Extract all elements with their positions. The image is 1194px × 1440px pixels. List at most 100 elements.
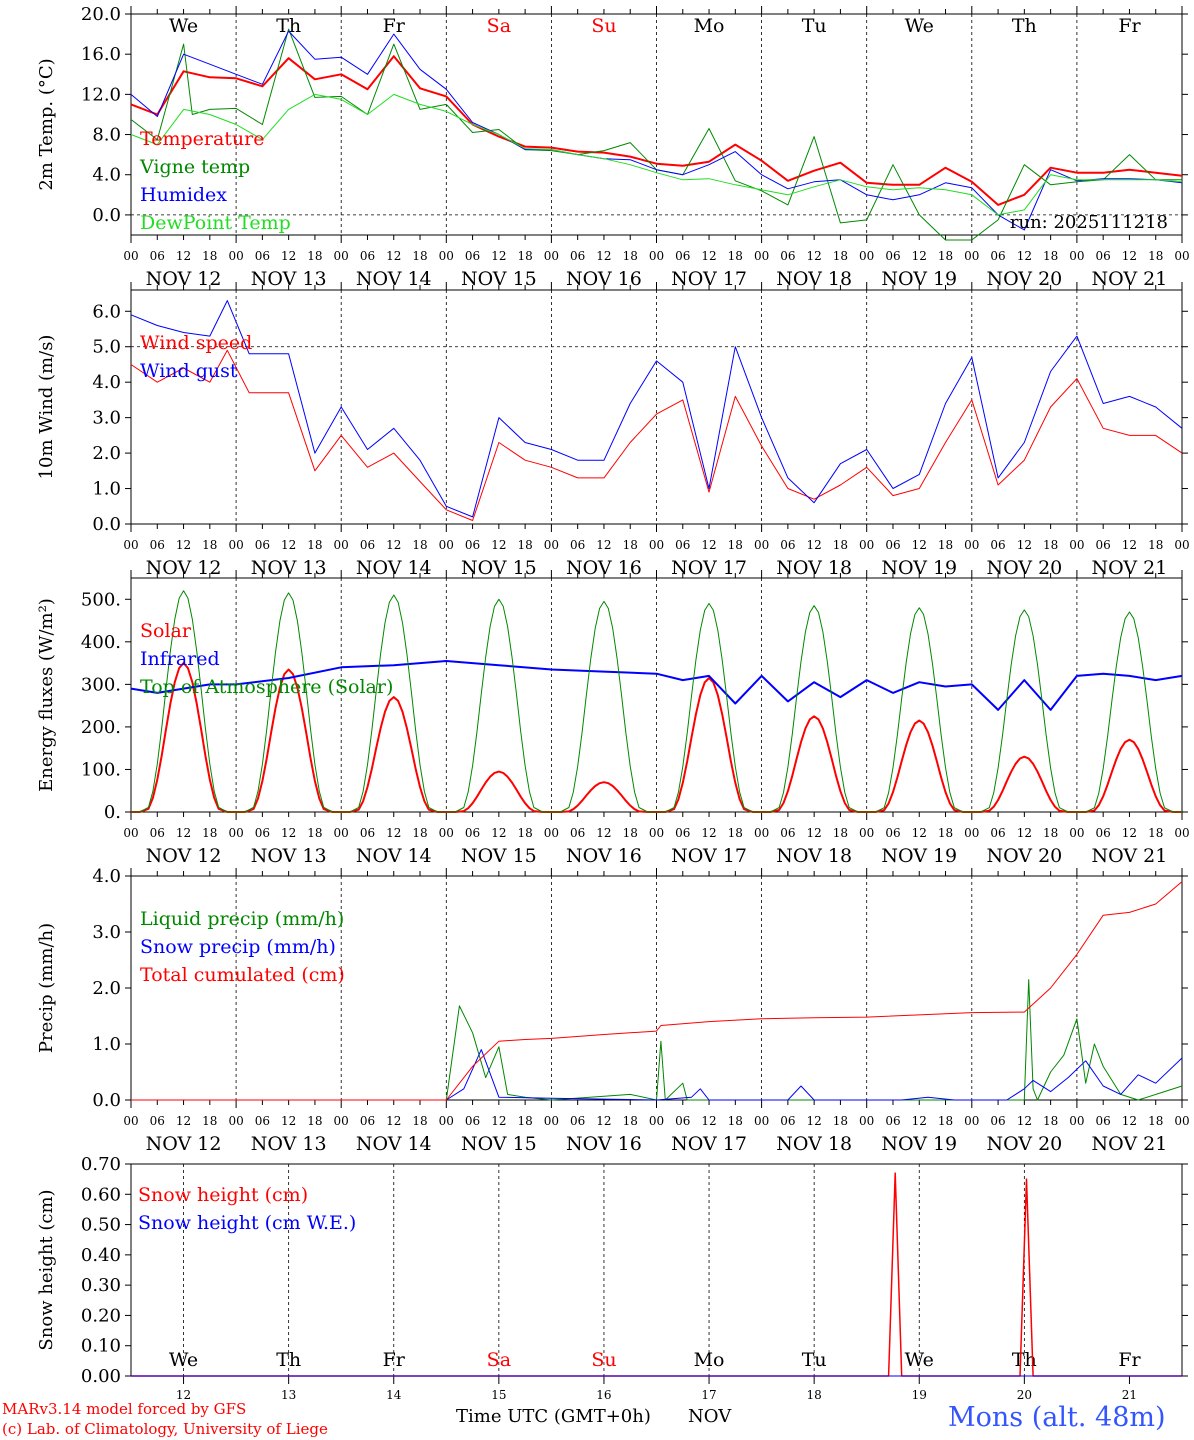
legend-liquid-precip-mm-h-: Liquid precip (mm/h) xyxy=(140,908,344,930)
y-tick-label: 400. xyxy=(81,632,121,653)
x-date-label: NOV 20 xyxy=(986,557,1062,579)
x-date-label: NOV 17 xyxy=(671,1133,747,1155)
x-hour-label: 00 xyxy=(228,538,243,552)
x-hour-label: 18 xyxy=(517,249,532,263)
x-hour-label: 12 xyxy=(281,1114,296,1128)
x-hour-label: 00 xyxy=(649,249,664,263)
x-date-label: NOV 18 xyxy=(776,268,852,290)
x-hour-label: 12 xyxy=(1017,249,1032,263)
x-hour-label: 06 xyxy=(675,826,690,840)
y-axis-label: Precip (mm/h) xyxy=(36,923,57,1053)
legend-dewpoint-temp: DewPoint Temp xyxy=(140,212,291,234)
x-hour-label: 12 xyxy=(807,1114,822,1128)
x-hour-label: 00 xyxy=(754,1114,769,1128)
y-tick-label: 8.0 xyxy=(92,125,121,146)
x-hour-label: 06 xyxy=(1096,1114,1111,1128)
x-date-label: NOV 20 xyxy=(986,845,1062,867)
x-date-label: NOV 20 xyxy=(986,1133,1062,1155)
x-hour-label: 06 xyxy=(570,826,585,840)
y-tick-label: 0.60 xyxy=(81,1184,121,1205)
x-hour-label: 06 xyxy=(150,826,165,840)
x-date-label: NOV 13 xyxy=(251,268,327,290)
weekday-label: Th xyxy=(276,1349,301,1371)
x-hour-label: 12 xyxy=(386,538,401,552)
weekday-label: Fr xyxy=(383,15,406,37)
legend-solar: Solar xyxy=(140,620,192,642)
x-hour-label: 12 xyxy=(912,826,927,840)
panel-wind: 0.0 1.0 2.0 3.0 4.0 5.0 6.0 10m Wind (m/s) 00 06 1… xyxy=(36,282,1190,579)
x-hour-label: 18 xyxy=(202,538,217,552)
x-hour-label: 06 xyxy=(360,1114,375,1128)
credit-line-2: (c) Lab. of Climatology, University of L… xyxy=(2,1420,328,1438)
x-date-label: NOV 19 xyxy=(881,557,957,579)
y-axis-label: 2m Temp. (°C) xyxy=(36,58,57,190)
x-hour-label: 00 xyxy=(649,1114,664,1128)
x-hour-label: 00 xyxy=(754,826,769,840)
x-hour-label: 00 xyxy=(1174,1114,1189,1128)
series-humidex xyxy=(130,30,1183,231)
y-tick-label: 0.0 xyxy=(92,1090,121,1111)
x-hour-label: 18 xyxy=(623,249,638,263)
x-hour-label: 18 xyxy=(1043,826,1058,840)
x-hour-label: 00 xyxy=(544,826,559,840)
x-hour-label: 06 xyxy=(780,538,795,552)
x-date-label: NOV 14 xyxy=(356,845,432,867)
x-day-number: 18 xyxy=(807,1388,822,1402)
x-hour-label: 12 xyxy=(912,249,927,263)
legend-infrared: Infrared xyxy=(140,648,220,670)
x-hour-label: 18 xyxy=(1148,538,1163,552)
weekday-label: Su xyxy=(591,1349,616,1371)
x-hour-label: 06 xyxy=(780,826,795,840)
y-axis-label: 10m Wind (m/s) xyxy=(36,335,57,480)
x-hour-label: 18 xyxy=(1148,826,1163,840)
x-hour-label: 12 xyxy=(1122,826,1137,840)
x-hour-label: 18 xyxy=(1043,249,1058,263)
x-hour-label: 06 xyxy=(465,1114,480,1128)
x-hour-label: 12 xyxy=(701,826,716,840)
x-hour-label: 00 xyxy=(123,826,138,840)
x-hour-label: 00 xyxy=(1174,538,1189,552)
weekday-label: We xyxy=(169,15,198,37)
x-day-number: 12 xyxy=(176,1388,191,1402)
x-hour-label: 18 xyxy=(833,826,848,840)
x-day-number: 15 xyxy=(491,1388,506,1402)
x-date-label: NOV 12 xyxy=(146,268,222,290)
y-tick-label: 12.0 xyxy=(81,84,121,105)
x-hour-label: 06 xyxy=(780,1114,795,1128)
y-tick-label: 2.0 xyxy=(92,443,121,464)
x-date-label: NOV 19 xyxy=(881,1133,957,1155)
run-label: run: 2025111218 xyxy=(1010,212,1168,233)
legend-vigne-temp: Vigne temp xyxy=(139,156,250,178)
x-hour-label: 12 xyxy=(386,826,401,840)
y-tick-label: 4.0 xyxy=(92,372,121,393)
x-hour-label: 12 xyxy=(1017,538,1032,552)
x-hour-label: 06 xyxy=(465,249,480,263)
y-tick-label: 0.00 xyxy=(81,1366,121,1387)
x-hour-label: 12 xyxy=(596,538,611,552)
x-day-number: 16 xyxy=(596,1388,611,1402)
x-hour-label: 18 xyxy=(202,1114,217,1128)
x-hour-label: 00 xyxy=(964,538,979,552)
x-date-label: NOV 14 xyxy=(356,1133,432,1155)
x-day-number: 20 xyxy=(1017,1388,1032,1402)
x-hour-label: 12 xyxy=(1122,1114,1137,1128)
legend-wind-speed: Wind speed xyxy=(140,332,252,354)
x-hour-label: 00 xyxy=(544,249,559,263)
x-date-label: NOV 13 xyxy=(251,845,327,867)
x-date-label: NOV 17 xyxy=(671,268,747,290)
x-hour-label: 00 xyxy=(1069,1114,1084,1128)
x-date-label: NOV 16 xyxy=(566,557,642,579)
x-hour-label: 00 xyxy=(544,538,559,552)
legend-snow-height-cm-w-e-: Snow height (cm W.E.) xyxy=(138,1212,356,1234)
x-hour-label: 06 xyxy=(675,1114,690,1128)
x-hour-label: 18 xyxy=(938,1114,953,1128)
x-date-label: NOV 18 xyxy=(776,845,852,867)
x-hour-label: 12 xyxy=(807,826,822,840)
x-date-label: NOV 17 xyxy=(671,845,747,867)
y-tick-label: 300. xyxy=(81,674,121,695)
y-axis-label: Energy fluxes (W/m²) xyxy=(36,598,57,792)
y-tick-label: 1.0 xyxy=(92,1034,121,1055)
x-date-label: NOV 16 xyxy=(566,1133,642,1155)
y-tick-label: 0.30 xyxy=(81,1275,121,1296)
x-hour-label: 18 xyxy=(938,249,953,263)
